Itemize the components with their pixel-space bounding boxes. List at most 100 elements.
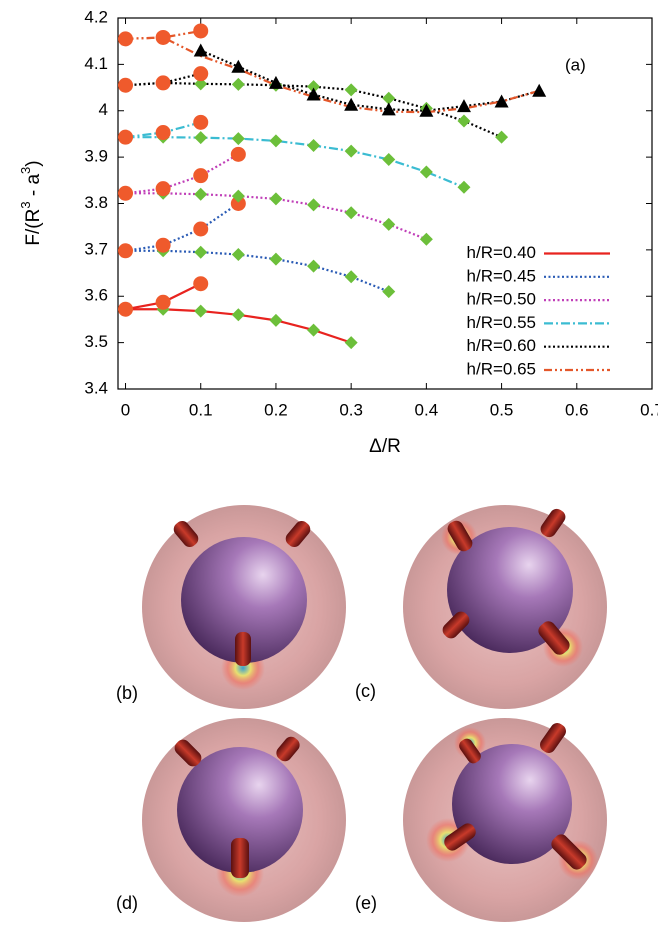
y-tick-label: 4.2 [84,7,108,26]
diamond-marker [382,152,396,166]
circle-marker [155,181,171,197]
diamond-marker [194,131,208,145]
renderings: (b) (c) (d) (e) [116,505,607,922]
x-tick-label: 0.3 [339,400,363,419]
triangle-marker [419,103,434,117]
legend-label: h/R=0.50 [467,290,536,309]
diamond-marker [231,248,245,262]
circle-marker [193,114,209,130]
diamond-marker [382,217,396,231]
sphere-c [403,505,607,709]
diamond-marker [344,83,358,97]
diamond-marker [269,192,283,206]
diamond-marker [307,198,321,212]
panel-annotation: (a) [565,55,586,74]
diamond-marker [457,180,471,194]
diamond-marker [344,270,358,284]
diamond-marker [194,77,208,91]
circle-marker [118,185,134,201]
series-line [125,136,465,189]
triangle-marker [381,102,396,116]
diamond-marker [495,130,509,144]
circle-marker [118,301,134,317]
y-tick-label: 3.6 [84,286,108,305]
diamond-marker [307,80,321,94]
x-tick-label: 0.4 [415,400,439,419]
legend-label: h/R=0.65 [467,359,536,378]
series-line [200,49,540,112]
triangle-marker [193,43,208,57]
x-tick-label: 0.2 [264,400,288,419]
series-line [125,192,427,241]
circle-marker [193,66,209,82]
circle-marker [118,243,134,259]
circle-marker [118,77,134,93]
circle-marker [118,129,134,145]
x-tick-label: 0.6 [565,400,589,419]
chart: (a) Δ/R F/(R3 - a3) 0 0.1 0.2 0.3 0.4 0.5 0.6 0… [18,7,658,457]
diamond-marker [419,232,433,246]
diamond-marker [194,245,208,259]
sphere-e [403,718,607,922]
diamond-marker [307,259,321,273]
x-tick-label: 0 [121,400,130,419]
diamond-marker [344,336,358,350]
legend-label: h/R=0.60 [467,336,536,355]
panel-label: (b) [116,683,138,703]
sphere-b [142,505,346,709]
series-line [125,81,503,139]
y-tick-label: 3.8 [84,193,108,212]
diamond-marker [344,144,358,158]
circle-marker [155,29,171,45]
circle-marker [193,168,209,184]
y-tick-label: 3.7 [84,239,108,258]
legend-label: h/R=0.40 [467,243,536,262]
y-tick-label: 3.5 [84,332,108,351]
diamond-marker [307,139,321,153]
triangle-marker [306,87,321,101]
y-label-part: F/(R [23,209,44,246]
panel-label: (d) [116,893,138,913]
diamond-marker [194,187,208,201]
series-line [125,36,540,114]
diamond-marker [269,252,283,266]
y-tick-label: 4 [99,100,108,119]
sphere-d [142,718,346,922]
series-line [125,202,239,252]
triangle-marker [494,94,509,108]
circle-marker [155,237,171,253]
circle-marker [155,125,171,141]
legend-label: h/R=0.55 [467,313,536,332]
diamond-marker [382,91,396,105]
triangle-marker [344,97,359,111]
diamond-marker [457,114,471,128]
y-label-part: 3 [18,167,33,174]
legend-label: h/R=0.45 [467,266,536,285]
triangle-marker [532,83,547,97]
triangle-marker [268,75,283,89]
y-label-part: ) [23,160,44,166]
circle-marker [155,294,171,310]
x-tick-label: 0.5 [490,400,514,419]
diamond-marker [269,134,283,148]
diamond-marker [269,313,283,327]
y-tick-label: 4.1 [84,54,108,73]
diamond-marker [231,189,245,203]
diamond-marker [231,308,245,322]
diamond-marker [419,165,433,179]
series-line [125,153,239,195]
y-axis-label: F/(R3 - a3) [18,160,44,245]
circle-marker [230,146,246,162]
triangle-marker [456,99,471,113]
y-label-part: - a [23,174,44,202]
triangle-marker [231,59,246,73]
circle-marker [193,276,209,292]
y-label-part: 3 [18,201,33,208]
y-tick-label: 3.4 [84,378,108,397]
x-tick-label: 0.7 [640,400,658,419]
diamond-marker [231,132,245,146]
circle-marker [230,196,246,211]
diamond-marker [231,77,245,91]
y-tick-label: 3.9 [84,147,108,166]
